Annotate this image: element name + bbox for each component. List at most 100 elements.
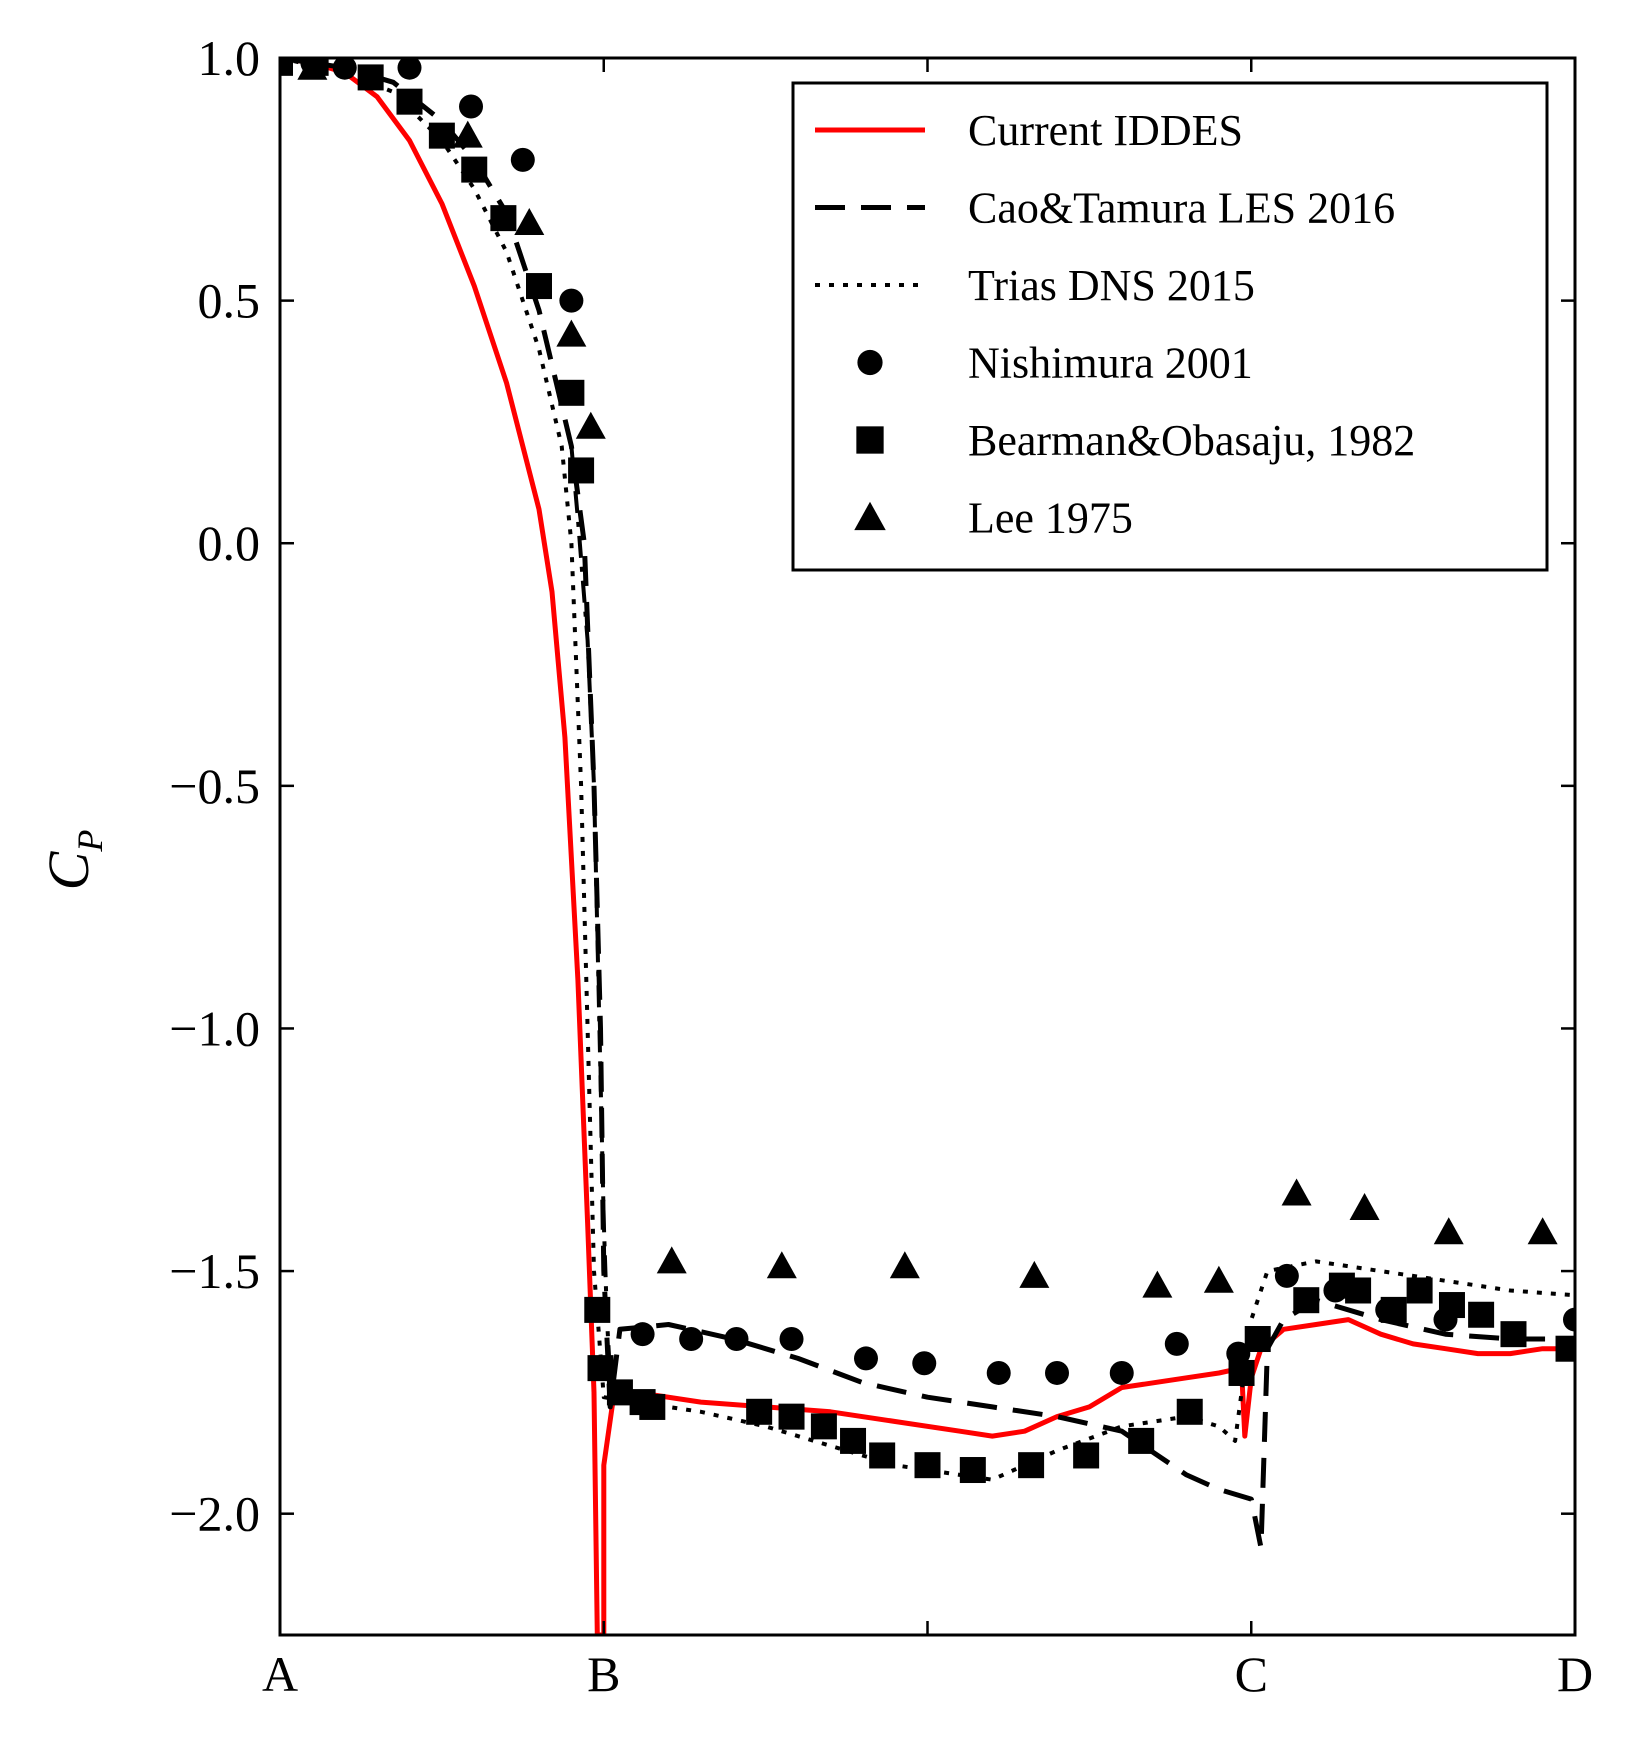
data-point-bearman-obasaju-1982 (1228, 1359, 1255, 1386)
legend-label: Trias DNS 2015 (968, 261, 1255, 310)
data-point-bearman-obasaju-1982 (959, 1457, 986, 1484)
data-point-lee-1975 (1349, 1192, 1380, 1220)
data-point-bearman-obasaju-1982 (490, 205, 517, 232)
data-point-nishimura-2001 (1109, 1360, 1134, 1385)
legend-label: Nishimura 2001 (968, 339, 1253, 388)
data-point-bearman-obasaju-1982 (1073, 1442, 1100, 1469)
data-point-bearman-obasaju-1982 (584, 1296, 611, 1323)
data-point-lee-1975 (1142, 1270, 1173, 1298)
series-line-current-iddes (280, 58, 1575, 1635)
y-tick-label: 0.0 (198, 515, 261, 571)
data-point-bearman-obasaju-1982 (1128, 1427, 1155, 1454)
data-point-bearman-obasaju-1982 (1555, 1335, 1575, 1362)
legend-swatch (857, 349, 883, 376)
y-axis-label: CP (36, 830, 110, 891)
data-point-bearman-obasaju-1982 (461, 156, 488, 183)
data-point-bearman-obasaju-1982 (746, 1398, 773, 1425)
series-layer (280, 58, 1575, 1635)
data-point-nishimura-2001 (912, 1351, 937, 1376)
x-tick-label: C (1235, 1646, 1268, 1702)
y-tick-label: −2.0 (169, 1486, 260, 1542)
data-point-bearman-obasaju-1982 (1500, 1321, 1527, 1348)
y-tick-label: 0.5 (198, 273, 261, 329)
legend-entry-cao-tamura-les-2016: Cao&Tamura LES 2016 (815, 184, 1395, 233)
data-point-bearman-obasaju-1982 (869, 1442, 896, 1469)
legend: Current IDDES Cao&Tamura LES 2016 Trias DN… (791, 81, 1549, 572)
data-point-nishimura-2001 (559, 288, 584, 313)
x-tick-label: D (1557, 1646, 1593, 1702)
data-point-lee-1975 (575, 411, 606, 439)
data-point-bearman-obasaju-1982 (810, 1413, 837, 1440)
data-point-nishimura-2001 (1045, 1360, 1069, 1385)
legend-entry-lee-1975: Lee 1975 (854, 494, 1133, 543)
legend-box (791, 81, 1549, 572)
data-point-bearman-obasaju-1982 (568, 457, 595, 484)
legend-entry-current-iddes: Current IDDES (815, 106, 1243, 155)
data-point-lee-1975 (514, 207, 545, 235)
data-point-bearman-obasaju-1982 (840, 1427, 867, 1454)
data-point-lee-1975 (556, 319, 587, 347)
data-point-bearman-obasaju-1982 (1468, 1301, 1495, 1328)
data-point-nishimura-2001 (679, 1327, 704, 1352)
data-point-nishimura-2001 (630, 1322, 655, 1347)
series-line-dash-dot-profile (569, 446, 631, 1399)
data-point-nishimura-2001 (853, 1346, 878, 1371)
legend-swatch (856, 426, 884, 454)
legend-entry-nishimura-2001: Nishimura 2001 (857, 339, 1253, 388)
y-axis-label-subscript: P (70, 830, 110, 853)
data-point-nishimura-2001 (1164, 1331, 1189, 1356)
data-point-bearman-obasaju-1982 (1345, 1277, 1372, 1304)
data-point-nishimura-2001 (1226, 1341, 1251, 1366)
series-markers-lee-1975 (297, 58, 1558, 1298)
data-point-bearman-obasaju-1982 (1293, 1287, 1320, 1314)
y-tick-label: −1.0 (169, 1000, 260, 1056)
legend-label: Lee 1975 (968, 494, 1133, 543)
data-point-bearman-obasaju-1982 (357, 64, 384, 91)
data-point-nishimura-2001 (779, 1327, 804, 1352)
data-point-nishimura-2001 (397, 58, 422, 80)
series-line-trias-dns-2015 (280, 58, 1575, 1482)
data-point-bearman-obasaju-1982 (1176, 1398, 1203, 1425)
data-point-bearman-obasaju-1982 (587, 1355, 614, 1382)
data-point-nishimura-2001 (1274, 1263, 1299, 1288)
legend-label: Current IDDES (968, 106, 1243, 155)
data-point-lee-1975 (1203, 1265, 1234, 1293)
data-point-bearman-obasaju-1982 (1438, 1292, 1465, 1319)
data-point-bearman-obasaju-1982 (778, 1403, 805, 1430)
data-point-nishimura-2001 (510, 147, 535, 172)
series-markers-bearman-obasaju-1982 (280, 58, 1575, 1484)
y-tick-label: −0.5 (169, 758, 260, 814)
data-point-lee-1975 (1019, 1260, 1050, 1288)
data-point-bearman-obasaju-1982 (639, 1393, 666, 1420)
legend-entry-trias-dns-2015: Trias DNS 2015 (815, 261, 1255, 310)
data-point-bearman-obasaju-1982 (396, 88, 423, 115)
y-tick-label: 1.0 (198, 30, 261, 86)
data-point-bearman-obasaju-1982 (606, 1379, 633, 1406)
data-point-bearman-obasaju-1982 (558, 379, 585, 406)
data-point-nishimura-2001 (724, 1327, 749, 1352)
legend-entry-bearman-obasaju-1982: Bearman&Obasaju, 1982 (856, 416, 1415, 465)
data-point-lee-1975 (297, 58, 328, 80)
data-point-nishimura-2001 (459, 94, 484, 119)
x-tick-label: A (262, 1646, 298, 1702)
x-tick-label: B (587, 1646, 620, 1702)
legend-swatch (854, 501, 886, 531)
data-point-bearman-obasaju-1982 (280, 58, 293, 76)
data-point-nishimura-2001 (986, 1360, 1011, 1385)
tick-layer: A B C D 1.0 0.5 0.0 −0.5 −1.0 −1.5 −2.0 (169, 30, 1593, 1702)
data-point-lee-1975 (766, 1251, 797, 1279)
legend-label: Bearman&Obasaju, 1982 (968, 416, 1415, 465)
data-point-lee-1975 (1281, 1178, 1312, 1206)
data-point-bearman-obasaju-1982 (1018, 1452, 1045, 1479)
data-point-lee-1975 (1433, 1217, 1464, 1245)
series-line-cao-tamura-les-2016 (280, 58, 1575, 1551)
data-point-bearman-obasaju-1982 (1406, 1277, 1433, 1304)
data-point-lee-1975 (656, 1246, 687, 1274)
data-point-bearman-obasaju-1982 (1380, 1296, 1407, 1323)
data-point-nishimura-2001 (332, 58, 357, 80)
data-point-bearman-obasaju-1982 (914, 1452, 941, 1479)
data-point-bearman-obasaju-1982 (1244, 1326, 1271, 1353)
data-point-bearman-obasaju-1982 (526, 273, 552, 300)
data-point-bearman-obasaju-1982 (428, 122, 455, 149)
